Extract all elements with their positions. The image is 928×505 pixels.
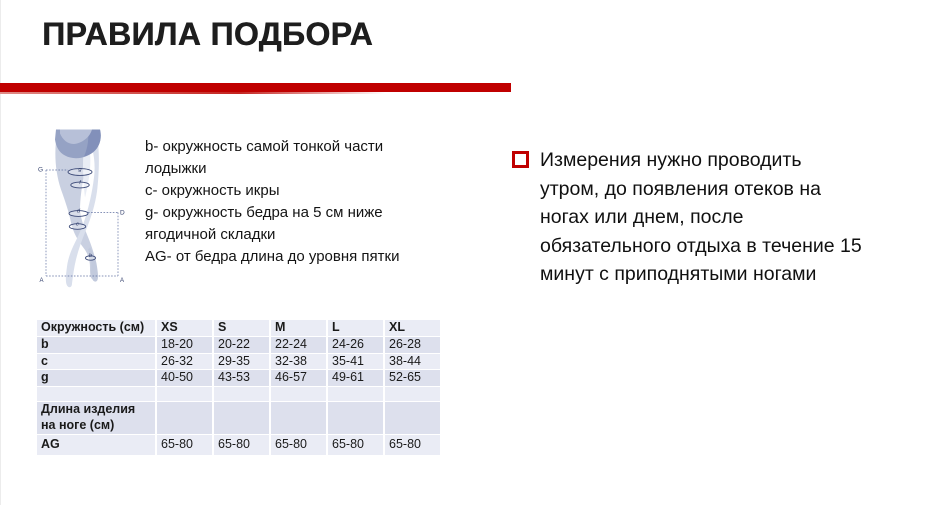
table-header-cell: Окружность (см) (37, 320, 155, 336)
note-line: утром, до появления отеков на (540, 177, 821, 200)
table-cell (385, 401, 440, 434)
table-header-cell: XL (385, 320, 440, 336)
diagram-label-g: g (78, 167, 82, 173)
table-cell: 43-53 (214, 370, 269, 386)
legend-line: c- окружность икры (145, 182, 280, 199)
legend-line: b- окружность самой тонкой части (145, 138, 384, 155)
diagram-label-f: f (79, 180, 82, 186)
note-line: Измерения нужно проводить (540, 149, 802, 171)
diagram-label-A-left: A (40, 278, 44, 284)
table-cell (271, 401, 326, 434)
legend-line: лодыжки (145, 160, 207, 177)
table-row: Длина изделия на ноге (см) (37, 401, 440, 434)
table-row: c 26-32 29-35 32-38 35-41 38-44 (37, 353, 440, 370)
diagram-label-G: G (38, 167, 43, 174)
table-cell: 65-80 (214, 434, 269, 455)
diagram-label-D: D (120, 210, 125, 217)
page-title: ПРАВИЛА ПОДБОРА (42, 16, 373, 52)
table-cell: 52-65 (385, 370, 440, 386)
band-d (68, 210, 89, 217)
table-cell: 22-24 (271, 337, 326, 353)
table-cell (37, 386, 155, 401)
table-cell (328, 386, 383, 401)
table-cell: 29-35 (214, 353, 269, 370)
table-row: AG 65-80 65-80 65-80 65-80 65-80 (37, 434, 440, 455)
table-cell: 35-41 (328, 353, 383, 370)
table-cell: 65-80 (385, 434, 440, 455)
legend-line: ягодичной складки (145, 226, 276, 243)
accent-bar-shadow (0, 92, 385, 94)
hip-shade (84, 129, 101, 157)
table-header-cell: M (271, 320, 326, 336)
table-cell: 20-22 (214, 337, 269, 353)
table-row-label: b (37, 337, 155, 353)
table-header-row: Окружность (см) XS S M L XL (37, 320, 440, 336)
table-cell (157, 401, 212, 434)
square-bullet-icon (512, 151, 529, 168)
table-cell: 26-28 (385, 337, 440, 353)
table-cell (214, 401, 269, 434)
table-cell (271, 386, 326, 401)
table-header-cell: L (328, 320, 383, 336)
table-header-cell: XS (157, 320, 212, 336)
slide-left-edge (0, 0, 1, 505)
table-row-label: AG (37, 434, 155, 455)
table-cell (385, 386, 440, 401)
table-cell: 38-44 (385, 353, 440, 370)
table-cell: 65-80 (328, 434, 383, 455)
table-row: g 40-50 43-53 46-57 49-61 52-65 (37, 370, 440, 386)
legs-measurement-diagram: G D A A g f d c b (38, 129, 125, 288)
note-line: ногах или днем, после (540, 206, 744, 228)
band-c (68, 223, 87, 230)
table-cell: 49-61 (328, 370, 383, 386)
table-cell: 40-50 (157, 370, 212, 386)
band-g (67, 168, 93, 176)
table-cell: 26-32 (157, 353, 212, 370)
table-cell (157, 386, 212, 401)
note-line: минут с приподнятыми ногами (540, 263, 817, 285)
accent-bar (0, 83, 511, 94)
table-spacer-row (37, 386, 440, 401)
table-cell: 24-26 (328, 337, 383, 353)
table-row-label: g (37, 370, 155, 386)
table-row: b 18-20 20-22 22-24 24-26 26-28 (37, 337, 440, 353)
table-row-label: Длина изделия на ноге (см) (37, 401, 155, 434)
hip-highlight (60, 129, 92, 144)
diagram-label-b: b (89, 253, 93, 259)
diagram-label-c: c (76, 222, 79, 228)
table-cell (328, 401, 383, 434)
measurement-legend: b- окружность самой тонкой части лодыжки… (145, 136, 399, 268)
measurement-note: Измерения нужно проводить утром, до появ… (512, 146, 862, 289)
note-line: обязательного отдыха в течение 15 (540, 234, 862, 257)
legend-line: g- окружность бедра на 5 см ниже (145, 204, 383, 221)
table-cell: 65-80 (157, 434, 212, 455)
legend-line: AG- от бедра длина до уровня пятки (145, 248, 400, 265)
band-f (70, 181, 90, 189)
table-cell: 65-80 (271, 434, 326, 455)
table-cell (214, 386, 269, 401)
table-cell: 46-57 (271, 370, 326, 386)
size-table: Окружность (см) XS S M L XL b 18-20 20-2… (35, 319, 442, 456)
table-cell: 18-20 (157, 337, 212, 353)
band-b (85, 255, 96, 261)
table-row-label: c (37, 353, 155, 370)
diagram-label-A-right: A (120, 278, 124, 284)
table-header-cell: S (214, 320, 269, 336)
note-text: Измерения нужно проводить утром, до появ… (540, 146, 862, 289)
leg-front-shape (65, 131, 99, 288)
diagram-label-d: d (77, 209, 81, 215)
table-cell: 32-38 (271, 353, 326, 370)
